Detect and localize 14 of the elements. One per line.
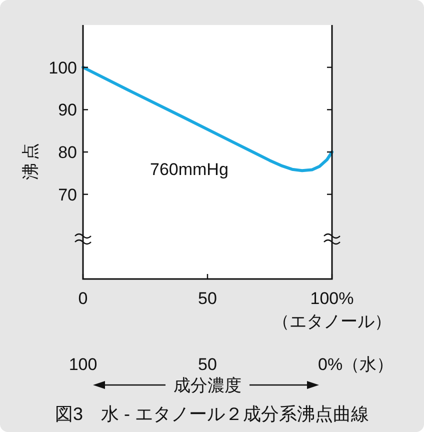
y-tick-label: 80 — [58, 143, 77, 162]
annotation: 760mmHg — [150, 160, 228, 179]
x2-tick-label: 0%（水） — [318, 355, 394, 374]
x2-tick-label: 50 — [198, 355, 217, 374]
y-tick-label: 70 — [58, 185, 77, 204]
y-tick-label: 100 — [48, 58, 77, 78]
x-tick-label: 0 — [78, 289, 88, 308]
text: 図3 水 - エタノール２成分系沸点曲線 — [54, 404, 370, 424]
x-tick-label: 100% — [310, 289, 354, 308]
x2-axis-title: 成分濃度 — [174, 376, 242, 395]
y-tick-label: 90 — [58, 100, 77, 120]
x-tick-label: 50 — [198, 289, 217, 308]
y-axis-title: 沸点 — [21, 140, 40, 180]
x-axis-title: （エタノール） — [272, 312, 392, 331]
